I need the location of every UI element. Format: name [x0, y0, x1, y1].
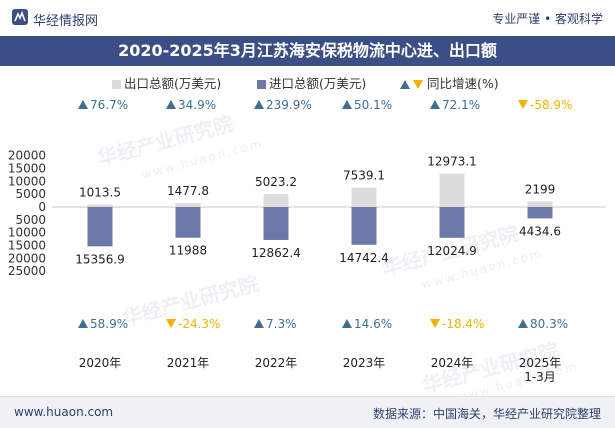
- import-value-label: 4434.6: [519, 224, 561, 238]
- y-tick-label: 20000: [8, 251, 46, 265]
- import-yoy-label: -18.4%: [442, 317, 484, 331]
- y-tick-label: 10000: [8, 226, 46, 240]
- legend-label-yoy: 同比增速(%): [427, 76, 499, 91]
- x-category-label: 2021年: [167, 356, 210, 370]
- export-yoy-label: 50.1%: [354, 98, 392, 112]
- import-bar: [527, 207, 553, 219]
- import-value-label: 12862.4: [251, 246, 301, 260]
- bar-chart: 2000015000100005000050001000015000200002…: [8, 98, 606, 384]
- import-yoy-up-icon: [78, 319, 88, 328]
- legend-item-import: 进口总额(万美元): [257, 74, 366, 94]
- export-value-label: 1013.5: [79, 185, 121, 199]
- import-yoy-down-icon: [166, 319, 176, 328]
- export-yoy-label: 239.9%: [266, 98, 312, 112]
- import-yoy-label: 58.9%: [90, 317, 128, 331]
- legend: 出口总额(万美元) 进口总额(万美元) 同比增速(%): [0, 74, 615, 94]
- export-value-label: 7539.1: [343, 169, 385, 183]
- footer-source: 数据来源：中国海关，华经产业研究院整理: [372, 407, 601, 421]
- export-bar: [263, 194, 289, 207]
- legend-label-export: 出口总额(万美元): [124, 76, 222, 91]
- import-value-label: 15356.9: [75, 252, 125, 266]
- export-yoy-label: 34.9%: [178, 98, 216, 112]
- export-yoy-label: 76.7%: [90, 98, 128, 112]
- import-yoy-down-icon: [430, 319, 440, 328]
- y-tick-label: 0: [38, 200, 46, 214]
- brand-name: 华经情报网: [33, 13, 99, 29]
- export-bar: [527, 201, 553, 207]
- export-bar: [351, 187, 377, 207]
- footer: www.huaon.com 数据来源：中国海关，华经产业研究院整理: [0, 396, 615, 428]
- export-value-label: 1477.8: [167, 184, 209, 198]
- export-value-label: 5023.2: [255, 175, 297, 189]
- x-category-label: 2022年: [255, 356, 298, 370]
- import-value-label: 14742.4: [339, 251, 389, 265]
- export-yoy-up-icon: [254, 100, 264, 109]
- export-bar: [439, 173, 465, 207]
- import-bar: [439, 207, 465, 238]
- x-category-label: 2020年: [79, 356, 122, 370]
- import-yoy-up-icon: [518, 319, 528, 328]
- y-tick-label: 10000: [8, 174, 46, 188]
- y-tick-label: 25000: [8, 264, 46, 278]
- y-tick-label: 20000: [8, 149, 46, 163]
- brand[interactable]: 华经情报网: [12, 9, 98, 29]
- title-bar: 2020-2025年3月江苏海安保税物流中心进、出口额: [0, 36, 615, 66]
- y-tick-label: 5000: [15, 187, 46, 201]
- x-category-label: 2025年 1-3月: [519, 356, 562, 384]
- export-yoy-label: 72.1%: [442, 98, 480, 112]
- export-yoy-up-icon: [342, 100, 352, 109]
- import-yoy-label: 14.6%: [354, 317, 392, 331]
- export-yoy-up-icon: [430, 100, 440, 109]
- legend-swatch-export: [112, 80, 121, 89]
- export-yoy-up-icon: [166, 100, 176, 109]
- import-yoy-label: -24.3%: [178, 317, 220, 331]
- export-yoy-label: -58.9%: [530, 98, 572, 112]
- legend-item-yoy: 同比增速(%): [400, 74, 499, 94]
- import-value-label: 11988: [169, 244, 207, 258]
- x-category-label: 2024年: [431, 356, 474, 370]
- export-yoy-up-icon: [78, 100, 88, 109]
- import-yoy-up-icon: [342, 319, 352, 328]
- import-yoy-label: 80.3%: [530, 317, 568, 331]
- legend-item-export: 出口总额(万美元): [112, 74, 221, 94]
- y-tick-label: 15000: [8, 162, 46, 176]
- legend-yoy-triangles-icon: [400, 80, 423, 89]
- legend-label-import: 进口总额(万美元): [269, 76, 367, 91]
- x-category-label: 2023年: [343, 356, 386, 370]
- chart-title: 2020-2025年3月江苏海安保税物流中心进、出口额: [118, 41, 497, 60]
- export-yoy-down-icon: [518, 100, 528, 109]
- y-tick-label: 5000: [15, 213, 46, 227]
- import-bar: [87, 207, 113, 247]
- import-bar: [351, 207, 377, 245]
- export-bar: [87, 204, 113, 207]
- y-tick-label: 15000: [8, 238, 46, 252]
- export-value-label: 12973.1: [427, 155, 477, 169]
- import-yoy-label: 7.3%: [266, 317, 297, 331]
- huajing-logo-icon: [12, 9, 28, 29]
- import-yoy-up-icon: [254, 319, 264, 328]
- export-value-label: 2199: [525, 182, 556, 196]
- legend-swatch-import: [257, 80, 266, 89]
- import-value-label: 12024.9: [427, 244, 477, 258]
- export-bar: [175, 203, 201, 207]
- tagline: 专业严谨 • 客观科学: [492, 12, 603, 26]
- import-bar: [263, 207, 289, 240]
- footer-website-link[interactable]: www.huaon.com: [14, 405, 114, 419]
- import-bar: [175, 207, 201, 238]
- header-bar: 华经情报网 专业严谨 • 客观科学: [0, 0, 615, 36]
